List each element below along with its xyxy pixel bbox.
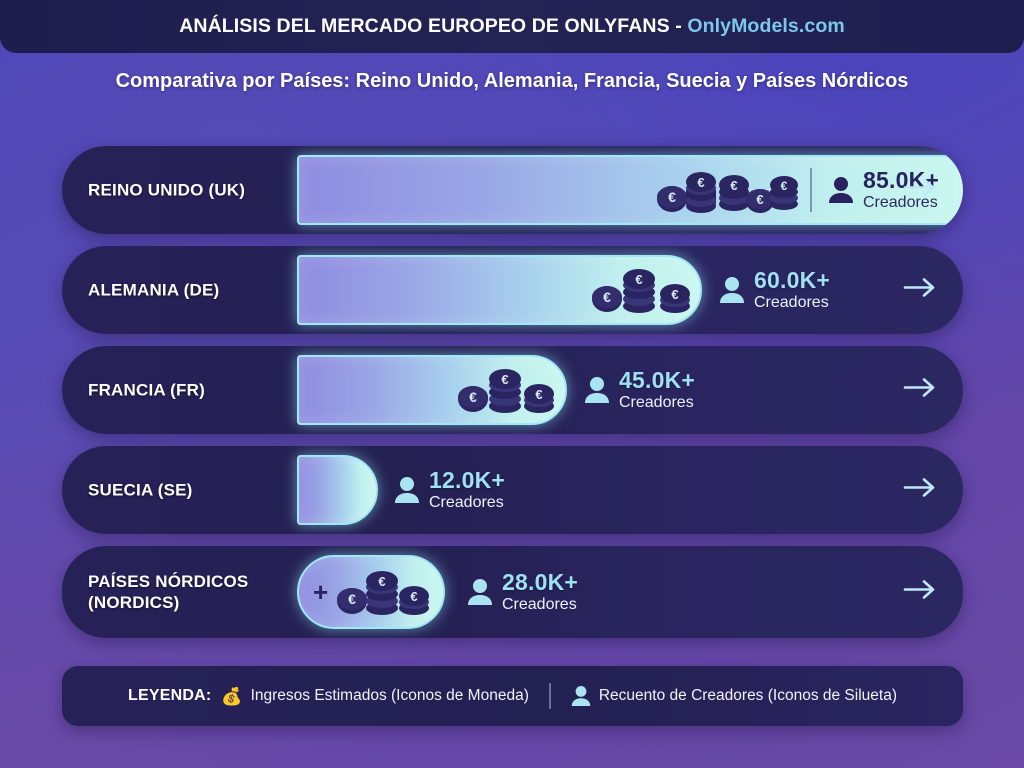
coin-stack-group-de: € € € [587,266,697,314]
legend-title: LEYENDA: [128,687,212,704]
page-subtitle: Comparativa por Países: Reino Unido, Ale… [115,70,909,92]
country-rows: REINO UNIDO (UK) € € [62,146,963,650]
header-banner: ANÁLISIS DEL MERCADO EUROPEO DE ONLYFANS… [0,0,1024,53]
table-row[interactable]: ALEMANIA (DE) € € [62,246,963,334]
creators-block-de: 60.0K+ Creadores [719,268,830,312]
svg-text:€: € [671,287,678,302]
coin-stack-group-uk: € € € € [650,166,800,214]
svg-text:€: € [635,272,642,287]
svg-text:€: € [756,192,763,207]
svg-text:€: € [379,574,386,589]
legend-income-label: Ingresos Estimados (Iconos de Moneda) [250,687,529,704]
table-row[interactable]: REINO UNIDO (UK) € € [62,146,963,234]
table-row[interactable]: SUECIA (SE) 12.0K+ Creadores [62,446,963,534]
euro-coin-stack-icon: € € € [592,269,690,313]
arrow-right-icon[interactable] [903,277,937,304]
row-label-nordics: PAÍSES NÓRDICOS (NORDICS) [88,572,249,612]
svg-text:€: € [469,389,477,405]
page-title-main: ANÁLISIS DEL MERCADO EUROPEO DE ONLYFANS… [179,15,688,37]
creator-unit-de: Creadores [754,294,829,311]
bar-fill-se [297,455,378,525]
row-label-de: ALEMANIA (DE) [88,280,220,300]
table-row[interactable]: PAÍSES NÓRDICOS (NORDICS) + € € [62,546,963,638]
legend-item-creators: Recuento de Creadores (Iconos de Silueta… [571,685,897,707]
page-title: ANÁLISIS DEL MERCADO EUROPEO DE ONLYFANS… [179,15,845,38]
creator-count-fr: 45.0K+ [619,367,696,393]
person-silhouette-icon [468,579,492,605]
creator-unit-uk: Creadores [863,194,938,211]
svg-text:€: € [730,178,737,193]
creator-count-se: 12.0K+ [429,467,506,493]
svg-text:€: € [411,589,418,604]
creator-count-nordics: 28.0K+ [502,569,579,595]
creators-block-se: 12.0K+ Creadores [394,468,505,512]
arrow-right-icon[interactable] [903,377,937,404]
arrow-right-icon[interactable] [903,579,937,606]
arrow-right-icon[interactable] [903,177,937,204]
svg-text:€: € [348,591,356,607]
euro-coin-stack-icon: € € € [458,369,554,413]
legend-item-income: 💰 Ingresos Estimados (Iconos de Moneda) [221,687,528,705]
svg-text:€: € [603,289,611,305]
person-silhouette-icon [395,477,419,503]
person-silhouette-icon [720,277,744,303]
euro-coin-stack-icon: € € € € [657,172,798,213]
row-label-se: SUECIA (SE) [88,480,193,500]
creator-unit-fr: Creadores [619,394,694,411]
creator-unit-nordics: Creadores [502,596,577,613]
svg-text:€: € [697,175,704,190]
brand-name: OnlyModels.com [687,15,845,37]
svg-text:€: € [781,179,788,193]
person-silhouette-icon [829,177,853,203]
bar-fill-uk [297,155,963,225]
row-label-uk: REINO UNIDO (UK) [88,180,246,200]
legend-creators-label: Recuento de Creadores (Iconos de Silueta… [598,687,897,704]
coin-stack-group-nordics: + € € € [313,568,432,616]
legend-bar: LEYENDA: 💰 Ingresos Estimados (Iconos de… [62,666,963,726]
euro-coin-stack-icon: € € € [337,571,430,615]
creators-block-nordics: 28.0K+ Creadores [467,570,578,614]
coin-stack-group-fr: € € € [454,366,559,414]
svg-text:€: € [501,372,508,387]
table-row[interactable]: FRANCIA (FR) € € [62,346,963,434]
money-bag-icon: 💰 [221,686,243,706]
legend-divider [548,683,551,709]
svg-text:€: € [535,387,542,402]
creator-unit-se: Creadores [429,494,504,511]
person-silhouette-icon [571,686,591,706]
creator-count-de: 60.0K+ [754,267,831,293]
row-divider-uk [810,168,812,212]
arrow-right-icon[interactable] [903,477,937,504]
row-label-fr: FRANCIA (FR) [88,380,205,400]
person-silhouette-icon [585,377,609,403]
plus-sign: + [313,577,329,607]
creators-block-fr: 45.0K+ Creadores [584,368,695,412]
svg-text:€: € [668,189,676,205]
bar-fill-fr [297,355,567,425]
